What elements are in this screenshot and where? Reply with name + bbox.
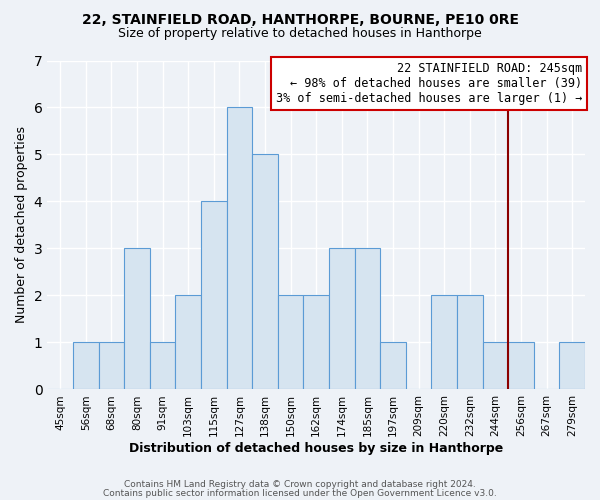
Text: Contains public sector information licensed under the Open Government Licence v3: Contains public sector information licen… [103, 488, 497, 498]
Y-axis label: Number of detached properties: Number of detached properties [15, 126, 28, 324]
X-axis label: Distribution of detached houses by size in Hanthorpe: Distribution of detached houses by size … [129, 442, 503, 455]
Bar [124, 248, 150, 390]
Bar [559, 342, 585, 390]
Text: Size of property relative to detached houses in Hanthorpe: Size of property relative to detached ho… [118, 28, 482, 40]
Text: 22 STAINFIELD ROAD: 245sqm
← 98% of detached houses are smaller (39)
3% of semi-: 22 STAINFIELD ROAD: 245sqm ← 98% of deta… [276, 62, 583, 105]
Bar [98, 342, 124, 390]
Bar [201, 202, 227, 390]
Text: 22, STAINFIELD ROAD, HANTHORPE, BOURNE, PE10 0RE: 22, STAINFIELD ROAD, HANTHORPE, BOURNE, … [82, 12, 518, 26]
Bar [278, 296, 304, 390]
Bar [175, 296, 201, 390]
Bar [252, 154, 278, 390]
Bar [482, 342, 508, 390]
Text: Contains HM Land Registry data © Crown copyright and database right 2024.: Contains HM Land Registry data © Crown c… [124, 480, 476, 489]
Bar [380, 342, 406, 390]
Bar [457, 296, 482, 390]
Bar [227, 108, 252, 390]
Bar [329, 248, 355, 390]
Bar [150, 342, 175, 390]
Bar [304, 296, 329, 390]
Bar [431, 296, 457, 390]
Bar [73, 342, 98, 390]
Bar [355, 248, 380, 390]
Bar [508, 342, 534, 390]
